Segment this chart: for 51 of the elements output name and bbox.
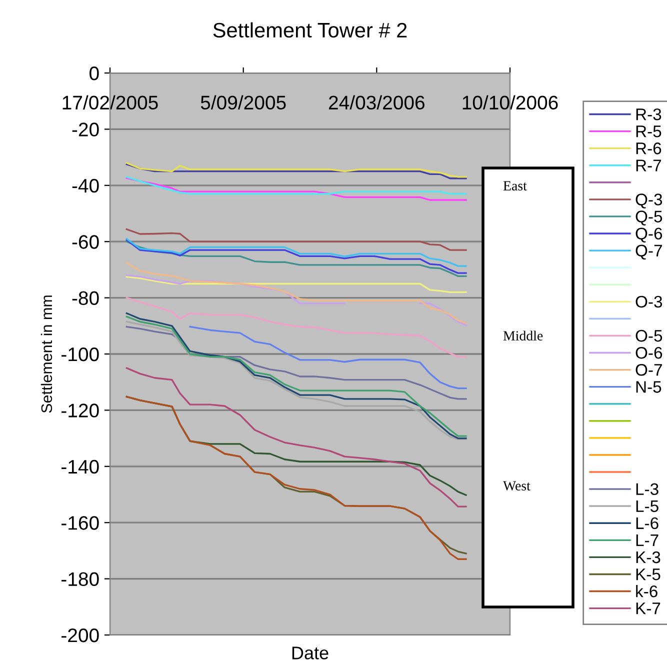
- x-tick-label: 24/03/2006: [328, 95, 424, 110]
- annotation: West: [503, 481, 530, 491]
- line-series: [126, 228, 467, 251]
- y-tick-label: -80: [72, 291, 99, 306]
- annotation: East: [503, 181, 527, 190]
- legend-label: Q-7: [636, 244, 662, 260]
- annotation: Middle: [503, 330, 543, 340]
- y-tick-label: -60: [72, 235, 99, 249]
- line-series: [126, 367, 467, 508]
- x-tick-label: 5/09/2005: [200, 95, 286, 110]
- legend-label: O-5: [636, 330, 662, 342]
- y-tick-label: -120: [62, 404, 99, 418]
- legend-label: Q-6: [636, 228, 662, 242]
- y-tick-label: -140: [62, 460, 99, 474]
- legend-label: L-3: [636, 483, 658, 496]
- legend-label: Q-5: [636, 210, 662, 226]
- y-tick-label: -200: [62, 628, 99, 642]
- line-series: [126, 296, 467, 358]
- legend-label: K-5: [636, 568, 660, 580]
- y-tick-label: -40: [72, 178, 99, 193]
- x-tick-label: 17/02/2005: [62, 95, 158, 110]
- line-series: [189, 326, 467, 390]
- legend-label: O-3: [636, 296, 662, 308]
- y-axis-title: Settlement in mm: [40, 296, 52, 413]
- x-tick-label: 10/10/2006: [462, 95, 558, 110]
- y-tick-label: -100: [62, 347, 99, 362]
- y-tick-label: -180: [62, 572, 99, 586]
- legend-label: Q-3: [636, 194, 662, 208]
- y-tick-label: 0: [90, 66, 99, 80]
- legend-label: R-7: [636, 160, 662, 172]
- line-series: [126, 262, 467, 324]
- legend-label: k-6: [636, 585, 658, 598]
- legend-label: R-5: [636, 126, 662, 138]
- legend-label: R-6: [636, 142, 662, 154]
- legend-label: L-6: [636, 517, 658, 530]
- legend-label: L-7: [636, 534, 658, 546]
- y-tick-label: -20: [72, 122, 99, 136]
- line-series: [126, 177, 467, 201]
- legend-label: K-3: [636, 551, 660, 564]
- line-series: [126, 276, 467, 294]
- y-tick-label: -160: [62, 516, 99, 530]
- line-series: [126, 238, 467, 267]
- legend-label: N-5: [636, 381, 662, 393]
- legend-label: R-3: [636, 108, 662, 120]
- legend-label: L-5: [636, 500, 658, 512]
- x-axis-title: Date: [292, 646, 328, 660]
- line-series: [126, 176, 467, 195]
- legend-label: K-7: [636, 602, 660, 614]
- chart-title: Settlement Tower # 2: [213, 22, 407, 38]
- legend-label: O-6: [636, 346, 662, 359]
- legend-label: O-7: [636, 364, 662, 376]
